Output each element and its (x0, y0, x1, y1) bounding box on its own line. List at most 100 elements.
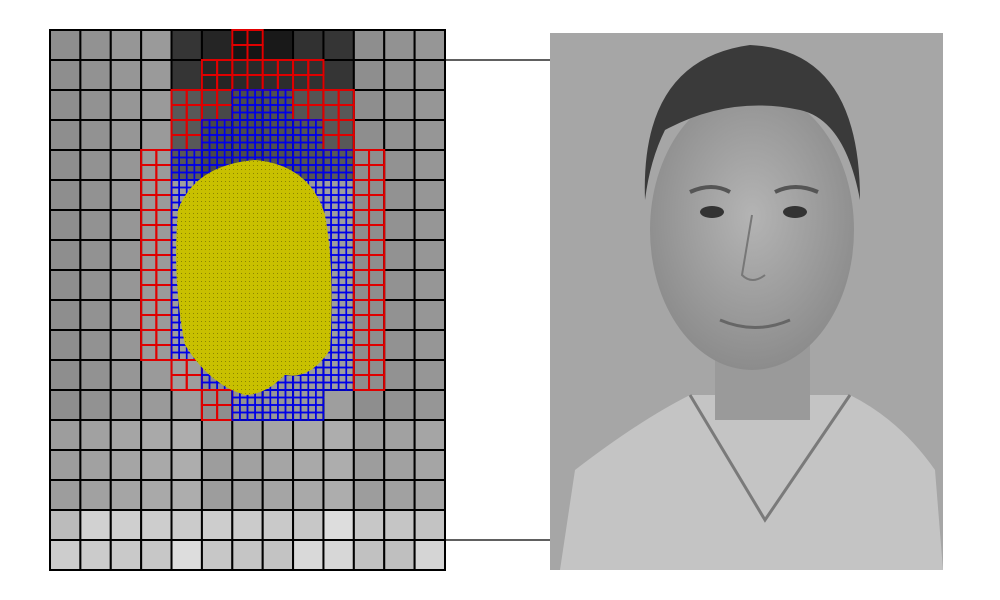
grid-cell (109, 149, 143, 181)
grid-cell (79, 539, 112, 571)
grid-cell (383, 419, 416, 451)
grid-cell (79, 509, 112, 541)
yellow-region (176, 160, 332, 395)
grid-cell (49, 209, 82, 241)
grid-cell (49, 509, 82, 541)
grid-cell (231, 509, 264, 541)
grid-cell (383, 179, 416, 211)
grid-cell (79, 29, 112, 61)
grid-cell (383, 269, 416, 301)
eye (783, 206, 807, 218)
grid-cell (413, 29, 447, 61)
grid-cell (140, 449, 173, 481)
grid-cell (200, 449, 234, 481)
grid-cell (322, 479, 355, 511)
grid-cell (140, 359, 173, 391)
grid-cell (322, 509, 355, 541)
mouth (719, 318, 791, 329)
grid-cell (140, 389, 173, 421)
grid-cell (383, 449, 416, 481)
grid-cell (49, 479, 82, 511)
grid-cell (170, 29, 203, 61)
grid-cell (170, 509, 203, 541)
grid-cell (109, 239, 143, 271)
grid-cell (322, 59, 355, 91)
grid-cell (413, 209, 447, 241)
grid-cell (79, 149, 112, 181)
grid-cell (352, 89, 386, 121)
grid-cell (383, 509, 416, 541)
grid-cell (79, 359, 112, 391)
grid-cell (292, 479, 325, 511)
grid-cell (413, 359, 447, 391)
grid-cell (140, 29, 173, 61)
grid-cell (79, 389, 112, 421)
grid-cell (352, 479, 386, 511)
grid-cell (140, 89, 173, 121)
grid-cell (383, 329, 416, 361)
grid-cell (383, 119, 416, 151)
grid-cell (109, 479, 143, 511)
grid-cell (49, 29, 82, 61)
grid-cell (261, 419, 295, 451)
grid-cell (352, 29, 386, 61)
grid-cell (170, 479, 203, 511)
red-subcell (368, 374, 386, 391)
grid-cell (49, 419, 82, 451)
grid-cell (383, 209, 416, 241)
eye (700, 206, 724, 218)
grid-cell (413, 119, 447, 151)
grid-cell (79, 449, 112, 481)
grid-cell (200, 539, 234, 571)
nose (740, 214, 766, 281)
grid-cell (49, 149, 82, 181)
grid-cell (383, 389, 416, 421)
grid-cell (140, 509, 173, 541)
grid-cell (79, 299, 112, 331)
collar (688, 394, 852, 523)
grid-cell (49, 179, 82, 211)
grid-cell (292, 509, 325, 541)
grid-cell (109, 29, 143, 61)
grid-cell (352, 59, 386, 91)
grid-cell (292, 539, 325, 571)
grid-cell (170, 539, 203, 571)
grid-cell (109, 179, 143, 211)
grid-cell (79, 179, 112, 211)
grid-cell (200, 29, 234, 61)
grid-cell (140, 479, 173, 511)
grid-cell (413, 239, 447, 271)
grid-cell (413, 149, 447, 181)
grid-cell (413, 179, 447, 211)
shirt (560, 395, 943, 570)
hair (644, 45, 860, 200)
grid-cell (383, 239, 416, 271)
grid-cell (49, 239, 82, 271)
grid-cell (140, 59, 173, 91)
grid-cell (170, 419, 203, 451)
grid-cell (413, 269, 447, 301)
grid-cell (170, 389, 203, 421)
grid-cell (49, 359, 82, 391)
grid-cell (79, 269, 112, 301)
grid-cell (322, 29, 355, 61)
grid-cell (322, 419, 355, 451)
grid-cell (413, 329, 447, 361)
face (650, 90, 854, 370)
eyebrows (689, 185, 819, 194)
grid-cell (109, 509, 143, 541)
grid-cell (79, 89, 112, 121)
refined-cells (140, 29, 386, 421)
grid-cell (322, 539, 355, 571)
grid-cell (413, 59, 447, 91)
grid-cell (109, 419, 143, 451)
grid-cell (200, 419, 234, 451)
grid-cell (109, 119, 143, 151)
grid-cell (261, 509, 295, 541)
grid-cell (352, 419, 386, 451)
grid-cell (322, 389, 355, 421)
grid-cell (231, 419, 264, 451)
grid-cell (109, 359, 143, 391)
grid-cell (413, 419, 447, 451)
grid-cell (413, 539, 447, 571)
